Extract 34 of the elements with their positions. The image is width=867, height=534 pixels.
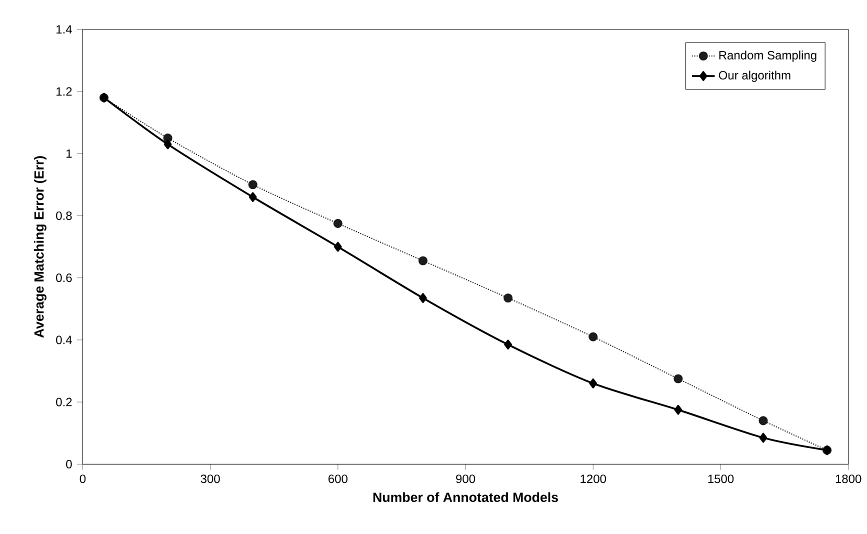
legend-label: Our algorithm bbox=[718, 70, 790, 82]
y-tick-label: 0.4 bbox=[56, 336, 72, 344]
point bbox=[674, 405, 682, 415]
point bbox=[164, 140, 172, 150]
point bbox=[504, 294, 513, 303]
x-axis-title: Number of Annotated Models bbox=[373, 492, 558, 502]
point bbox=[758, 416, 768, 426]
y-tick-label: 1.4 bbox=[56, 25, 72, 34]
point bbox=[588, 332, 598, 342]
x-tick-label: 600 bbox=[328, 474, 348, 484]
x-tick-label: 0 bbox=[80, 474, 86, 484]
point bbox=[759, 433, 768, 443]
point bbox=[419, 293, 427, 304]
legend-label: Random Sampling bbox=[719, 50, 816, 62]
point bbox=[504, 340, 512, 350]
x-tick-label: 1800 bbox=[836, 474, 862, 484]
y-tick-label: 0 bbox=[66, 460, 72, 469]
point bbox=[333, 219, 342, 228]
point bbox=[248, 180, 258, 190]
point bbox=[589, 378, 598, 389]
y-tick-label: 0.2 bbox=[56, 398, 72, 407]
x-tick-label: 300 bbox=[200, 474, 220, 484]
y-tick-label: 1.2 bbox=[56, 88, 72, 96]
x-tick-label: 900 bbox=[456, 474, 476, 484]
point bbox=[248, 192, 257, 202]
x-tick-label: 1500 bbox=[708, 474, 734, 484]
point bbox=[418, 256, 428, 266]
y-tick-label: 0.6 bbox=[56, 274, 72, 282]
y-tick-label: 1 bbox=[66, 150, 72, 158]
point bbox=[334, 242, 342, 252]
y-axis-title: Average Matching Error (Err) bbox=[34, 156, 46, 338]
y-tick-label: 0.8 bbox=[56, 212, 72, 220]
point bbox=[674, 374, 683, 384]
x-tick-label: 1200 bbox=[580, 474, 606, 484]
